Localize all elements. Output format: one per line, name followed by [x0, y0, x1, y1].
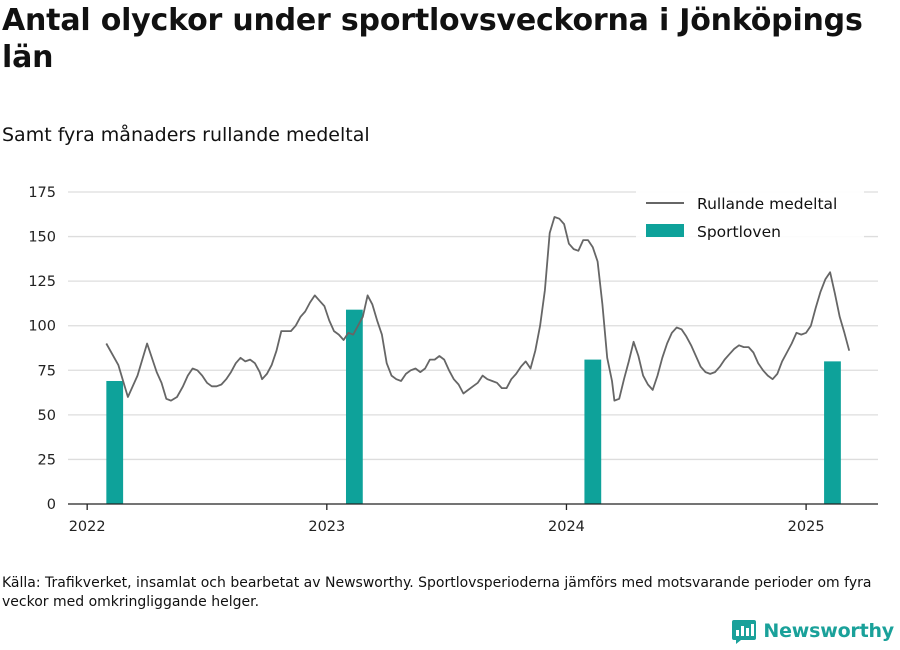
bar-sportloven [584, 359, 602, 504]
bar-series [106, 309, 841, 504]
line-rullande-medeltal [105, 216, 851, 402]
legend-label-sportloven: Sportloven [697, 223, 781, 241]
chart-title: Antal olyckor under sportlovsveckorna i … [2, 3, 863, 75]
x-tick-label: 2024 [548, 519, 585, 535]
y-tick-label: 25 [38, 452, 56, 468]
y-tick-label: 175 [28, 185, 56, 201]
brand-logo: Newsworthy [731, 618, 894, 644]
y-tick-label: 125 [28, 274, 56, 290]
line-series [105, 216, 851, 402]
grid-lines: 0 25 50 75 100 125 150 175 [28, 185, 878, 513]
x-tick-label: 2025 [788, 519, 825, 535]
source-note: Källa: Trafikverket, insamlat och bearbe… [2, 575, 872, 610]
bar-sportloven [824, 361, 841, 504]
bar-sportloven [345, 309, 363, 504]
legend: Rullande medeltal Sportloven [636, 187, 864, 241]
y-tick-label: 150 [28, 230, 56, 246]
newsworthy-logo-icon [732, 620, 757, 644]
y-tick-label: 100 [28, 319, 56, 335]
chart-area: 0 25 50 75 100 125 150 175 2022 2023 2024 2025 Rul… [28, 185, 878, 535]
y-tick-label: 75 [38, 363, 56, 379]
x-axis: 2022 2023 2024 2025 [68, 503, 878, 535]
chart-subtitle: Samt fyra månaders rullande medeltal [2, 124, 370, 146]
brand-name: Newsworthy [763, 620, 894, 642]
bar-sportloven [106, 380, 124, 504]
y-tick-label: 50 [38, 408, 56, 424]
legend-bar-swatch [646, 224, 684, 237]
x-tick-label: 2022 [69, 519, 106, 535]
y-tick-label: 0 [47, 497, 56, 513]
legend-label-rullande: Rullande medeltal [697, 195, 837, 213]
x-tick-label: 2023 [308, 519, 345, 535]
